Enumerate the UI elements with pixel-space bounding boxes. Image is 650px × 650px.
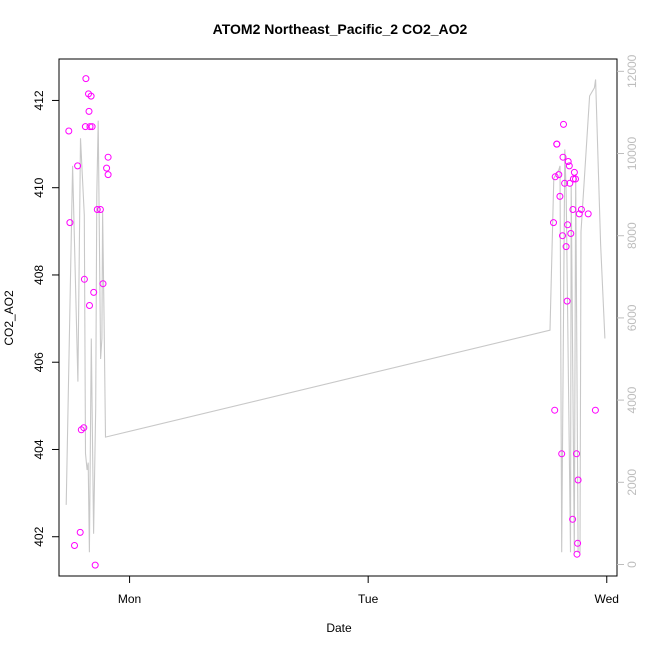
data-point (103, 164, 111, 172)
y2-tick-label: 8000 (625, 222, 639, 249)
data-point (563, 297, 571, 305)
y-axis-right: 0 2000 4000 6000 8000 10000 12000 (617, 54, 639, 568)
data-point (573, 450, 580, 458)
data-point (572, 175, 579, 183)
data-point (80, 424, 88, 432)
chart-title: ATOM2 Northeast_Pacific_2 CO2_AO2 (213, 21, 468, 37)
data-point (561, 179, 569, 187)
y2-tick-label: 0 (625, 561, 639, 568)
data-point (551, 406, 559, 414)
data-point (82, 75, 90, 83)
data-point (553, 140, 561, 148)
data-point (80, 275, 88, 283)
data-point (559, 153, 567, 161)
data-point (562, 243, 570, 251)
x-tick-label: Mon (118, 592, 141, 606)
data-point (559, 232, 566, 240)
y-tick-label: 410 (32, 177, 46, 197)
data-point (555, 171, 563, 179)
data-point (93, 206, 101, 213)
data-point (577, 206, 585, 213)
data-point (87, 92, 95, 100)
y2-tick-label: 2000 (625, 469, 639, 496)
data-point (91, 561, 99, 569)
data-point (564, 158, 572, 165)
y2-tick-label: 4000 (625, 386, 639, 413)
data-point (551, 173, 559, 181)
y-tick-label: 402 (32, 526, 46, 546)
data-point (65, 127, 73, 135)
data-point (574, 539, 582, 547)
y-tick-label: 406 (32, 352, 46, 372)
data-point (575, 210, 583, 218)
y-axis-left: 402 404 406 408 410 412 (32, 90, 59, 547)
x-axis-label: Date (326, 621, 352, 635)
data-point (567, 230, 575, 237)
data-point (574, 476, 582, 484)
x-tick-label: Tue (358, 592, 379, 606)
x-tick-label: Wed (595, 592, 619, 606)
data-point (560, 120, 567, 128)
data-point (550, 219, 557, 227)
data-point (96, 206, 104, 213)
data-point (564, 221, 572, 229)
data-point (85, 107, 93, 115)
point-series (65, 75, 599, 569)
data-point (86, 123, 94, 131)
y-tick-label: 404 (32, 439, 46, 459)
data-point (74, 162, 82, 170)
plot-frame (58, 58, 618, 577)
data-point (66, 219, 74, 227)
data-point (86, 302, 93, 309)
data-point (570, 168, 578, 176)
y-tick-label: 412 (32, 90, 46, 110)
data-point (90, 288, 98, 296)
y2-tick-label: 12000 (625, 54, 639, 88)
data-point (569, 175, 577, 183)
data-point (565, 162, 573, 170)
data-point (88, 123, 96, 131)
data-point (104, 153, 112, 161)
data-point (104, 171, 112, 179)
data-point (556, 192, 564, 200)
data-point (569, 515, 577, 523)
line-series (65, 79, 606, 553)
data-point (566, 179, 574, 187)
y2-tick-label: 6000 (625, 304, 639, 331)
data-point (76, 528, 84, 536)
data-point (591, 406, 599, 414)
data-point (81, 123, 89, 131)
data-point (99, 280, 107, 288)
y2-tick-label: 10000 (625, 137, 639, 171)
data-point (71, 542, 78, 549)
data-point (569, 206, 577, 213)
data-point (558, 450, 566, 458)
y-tick-label: 408 (32, 265, 46, 285)
y-axis-label: CO2_AO2 (2, 290, 16, 346)
data-point (584, 210, 592, 218)
line-series-path (65, 79, 606, 553)
data-point (573, 550, 581, 558)
x-axis: Mon Tue Wed (118, 576, 619, 606)
